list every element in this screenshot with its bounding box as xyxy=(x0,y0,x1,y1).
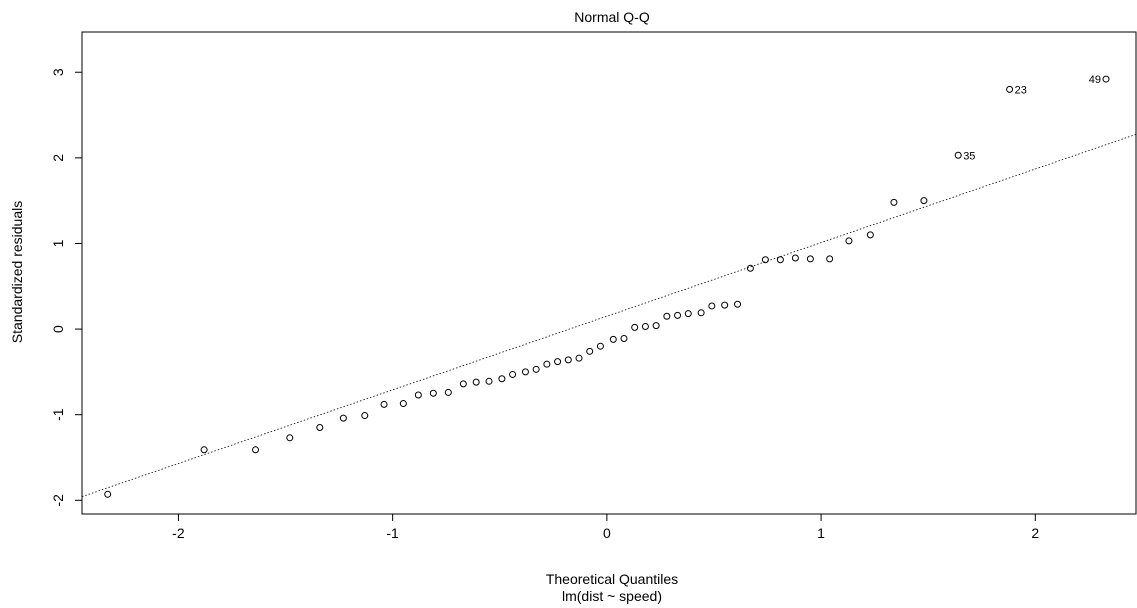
data-point xyxy=(609,335,617,343)
data-point xyxy=(543,360,551,368)
data-point xyxy=(652,322,660,330)
x-tick-label: -1 xyxy=(386,525,399,541)
point-label: 49 xyxy=(1089,74,1101,86)
data-point xyxy=(252,446,260,454)
data-point xyxy=(866,231,874,239)
data-point xyxy=(459,380,467,388)
data-point xyxy=(564,356,572,364)
data-point xyxy=(472,378,480,386)
data-point xyxy=(444,388,452,396)
data-point xyxy=(620,334,628,342)
y-tick-label: 3 xyxy=(50,68,66,76)
data-point xyxy=(721,301,729,309)
x-tick-label: -2 xyxy=(172,525,185,541)
y-tick-label: 1 xyxy=(50,239,66,247)
data-point xyxy=(631,323,639,331)
x-tick-label: 2 xyxy=(1031,525,1039,541)
x-tick-label: 0 xyxy=(603,525,611,541)
data-point xyxy=(586,347,594,355)
data-point xyxy=(361,412,369,420)
y-tick-label: -1 xyxy=(50,408,66,421)
y-tick-label: 2 xyxy=(50,154,66,162)
data-point xyxy=(554,358,562,366)
plot-frame xyxy=(81,31,1137,515)
data-point xyxy=(920,197,928,205)
data-point xyxy=(414,391,422,399)
data-point xyxy=(485,377,493,385)
data-point xyxy=(575,354,583,362)
x-axis-label: Theoretical Quantiles xyxy=(546,571,678,587)
data-point xyxy=(399,400,407,408)
data-point xyxy=(791,254,799,262)
data-point xyxy=(286,434,294,442)
data-point xyxy=(826,255,834,263)
data-point xyxy=(697,309,705,317)
data-point xyxy=(761,256,769,264)
data-point xyxy=(684,310,692,318)
data-point xyxy=(104,490,112,498)
data-point xyxy=(339,414,347,422)
data-point xyxy=(890,198,898,206)
data-point xyxy=(845,237,853,245)
data-point xyxy=(776,256,784,264)
data-point xyxy=(316,424,324,432)
data-point xyxy=(532,365,540,373)
data-point xyxy=(498,375,506,383)
chart-subtitle: lm(dist ~ speed) xyxy=(562,588,662,604)
data-point xyxy=(708,302,716,310)
data-point xyxy=(674,311,682,319)
data-point xyxy=(641,323,649,331)
y-tick-label: -2 xyxy=(50,494,66,507)
data-point xyxy=(734,300,742,308)
x-tick-label: 1 xyxy=(817,525,825,541)
data-point xyxy=(429,389,437,397)
data-point xyxy=(746,264,754,272)
data-point xyxy=(1102,75,1110,83)
reference-line xyxy=(82,133,1136,497)
y-axis-label: Standardized residuals xyxy=(9,201,25,343)
data-point xyxy=(954,151,962,159)
data-point xyxy=(521,368,529,376)
data-point xyxy=(663,312,671,320)
point-label: 35 xyxy=(963,150,975,162)
data-point xyxy=(596,342,604,350)
data-point xyxy=(806,255,814,263)
data-point xyxy=(200,446,208,454)
y-tick-label: 0 xyxy=(50,325,66,333)
data-point xyxy=(509,370,517,378)
chart-title: Normal Q-Q xyxy=(574,9,650,25)
data-point xyxy=(1006,85,1014,93)
point-label: 23 xyxy=(1015,84,1027,96)
data-point xyxy=(380,400,388,408)
